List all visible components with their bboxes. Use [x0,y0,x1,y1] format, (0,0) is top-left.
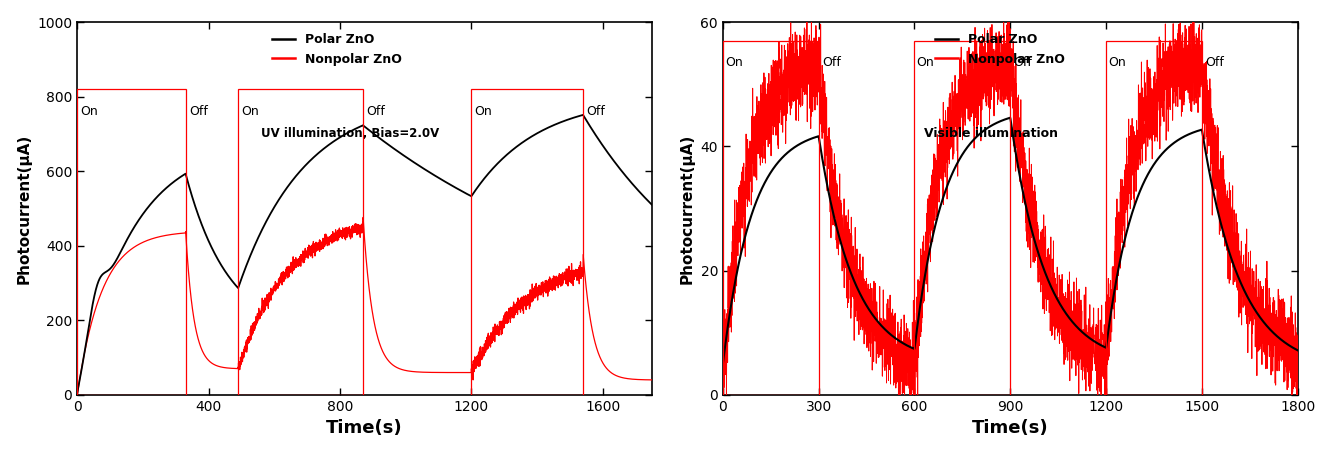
Text: Off: Off [366,105,385,118]
Text: Off: Off [189,105,208,118]
Text: Visible illumination: Visible illumination [924,127,1058,139]
X-axis label: Time(s): Time(s) [972,419,1048,437]
Legend: Polar ZnO, Nonpolar ZnO: Polar ZnO, Nonpolar ZnO [268,29,406,71]
Text: On: On [80,105,97,118]
Text: Off: Off [1205,56,1224,69]
Bar [915,41,1010,395]
Y-axis label: Photocurrent(μA): Photocurrent(μA) [17,133,32,284]
Bar [1106,41,1201,395]
Bar [472,89,583,395]
Text: Off: Off [586,105,605,118]
Bar [238,89,364,395]
Bar [723,41,819,395]
X-axis label: Time(s): Time(s) [326,419,404,437]
Text: On: On [241,105,258,118]
Text: On: On [916,56,934,69]
Text: UV illumination, Bias=2.0V: UV illumination, Bias=2.0V [261,127,440,139]
Text: On: On [1108,56,1126,69]
Text: Off: Off [822,56,840,69]
Bar [77,89,185,395]
Legend: Polar ZnO, Nonpolar ZnO: Polar ZnO, Nonpolar ZnO [930,29,1070,71]
Text: On: On [474,105,492,118]
Text: On: On [725,56,742,69]
Text: Off: Off [1014,56,1032,69]
Y-axis label: Photocurrent(μA): Photocurrent(μA) [679,133,695,284]
